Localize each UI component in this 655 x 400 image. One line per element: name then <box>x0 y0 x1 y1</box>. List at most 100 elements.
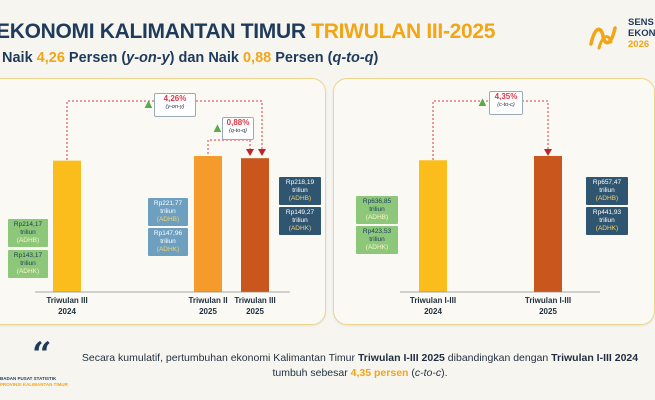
bar-triwulan-i-iii-2024 <box>419 160 447 292</box>
subtitle-yoy-term: y-on-y <box>126 50 170 66</box>
adhk-amount: Rp147,96 <box>153 230 183 237</box>
qtq-connector <box>207 139 251 162</box>
adhk-amount: Rp149,27 <box>285 209 315 216</box>
adhb-label-triwulan-iii-2025: Rp218,19 triliun (ADHB) <box>279 177 321 205</box>
axis-label-triwulan-iii-2024: Triwulan III 2024 <box>32 295 102 317</box>
adhk-tag: (ADHK) <box>16 268 40 275</box>
note-text: ). <box>441 367 448 379</box>
adhb-unit: triliun <box>599 187 615 194</box>
qtq-up-arrow-icon: ▲ <box>211 120 224 135</box>
page-subtitle: Naik 4,26 Persen (y-on-y) dan Naik 0,88 … <box>2 50 378 66</box>
qtq-growth-badge: 0,88% (q-to-q) <box>222 117 254 140</box>
adhb-tag: (ADHB) <box>16 237 40 244</box>
axis-label-line1: Triwulan II <box>188 296 228 305</box>
subtitle-text: Persen ( <box>271 50 333 66</box>
adhk-tag: (ADHK) <box>288 225 312 232</box>
axis-label-triwulan-ii-2025: Triwulan II 2025 <box>173 295 243 317</box>
adhb-amount: Rp636,85 <box>362 198 392 205</box>
bar-triwulan-i-iii-2025 <box>534 156 562 292</box>
adhk-label-triwulan-i-iii-2025: Rp441,93 triliun (ADHK) <box>586 207 628 235</box>
adhb-unit: triliun <box>292 187 308 194</box>
axis-label-line2: 2024 <box>58 307 76 316</box>
adhb-amount: Rp657,47 <box>592 179 622 186</box>
axis-label-line2: 2025 <box>246 307 264 316</box>
title-main: EKONOMI KALIMANTAN TIMUR <box>0 20 312 43</box>
subtitle-text: Persen ( <box>64 50 127 66</box>
axis-label-triwulan-iii-2025: Triwulan III 2025 <box>226 295 284 317</box>
adhb-unit: triliun <box>160 208 176 215</box>
yoy-arrow-head <box>258 149 266 156</box>
note-bold: Triwulan I-III 2025 <box>357 352 445 364</box>
adhb-unit: triliun <box>20 229 36 236</box>
adhb-label-triwulan-ii-2025: Rp221,77 triliun (ADHB) <box>148 198 188 226</box>
axis-label-line1: Triwulan I-III <box>524 296 572 305</box>
axis-label-line2: 2024 <box>424 307 442 316</box>
qtq-growth-value: 0,88% <box>226 118 250 127</box>
axis-label-line2: 2025 <box>539 307 557 316</box>
adhk-tag: (ADHK) <box>156 246 180 253</box>
adhk-unit: triliun <box>369 236 385 243</box>
ctc-up-arrow-icon: ▲ <box>476 94 489 109</box>
adhk-amount: Rp441,93 <box>592 209 622 216</box>
adhk-tag: (ADHK) <box>365 244 389 251</box>
ctc-growth-value: 4,35% <box>494 92 518 101</box>
adhb-tag: (ADHB) <box>156 216 180 223</box>
bar-triwulan-ii-2025 <box>194 156 222 292</box>
yoy-growth-value: 4,26% <box>163 94 187 103</box>
yoy-up-arrow-icon: ▲ <box>142 96 155 111</box>
ctc-arrow-head <box>544 149 552 156</box>
footer-org: BADAN PUSAT STATISTIK PROVINSI KALIMANTA… <box>0 376 68 388</box>
adhk-unit: triliun <box>20 260 36 267</box>
axis-label-triwulan-i-iii-2025: Triwulan I-III 2025 <box>511 295 585 317</box>
axis-label-line1: Triwulan III <box>234 296 276 305</box>
quote-icon: “ <box>32 335 52 375</box>
page-title: EKONOMI KALIMANTAN TIMUR TRIWULAN III-20… <box>0 20 495 44</box>
adhk-label-triwulan-iii-2025: Rp149,27 triliun (ADHK) <box>279 207 321 235</box>
adhk-unit: triliun <box>160 238 176 245</box>
adhb-tag: (ADHB) <box>365 214 389 221</box>
adhk-unit: triliun <box>292 217 308 224</box>
subtitle-text: ) <box>373 50 379 66</box>
adhk-unit: triliun <box>599 217 615 224</box>
subtitle-qtq-value: 0,88 <box>242 50 272 66</box>
subtitle-qtq-term: q-to-q <box>332 50 374 66</box>
axis-label-line2: 2025 <box>199 307 217 316</box>
adhb-amount: Rp218,19 <box>285 179 315 186</box>
yoy-growth-badge: 4,26% (y-on-y) <box>154 93 196 117</box>
axis-label-line1: Triwulan III <box>46 296 88 305</box>
subtitle-text: Naik <box>2 50 37 66</box>
axis-label-line1: Triwulan I-III <box>409 296 457 305</box>
subtitle-yoy-value: 4,26 <box>36 50 65 66</box>
axis-label-triwulan-i-iii-2024: Triwulan I-III 2024 <box>396 295 470 317</box>
adhk-label-triwulan-i-iii-2024: Rp423,53 triliun (ADHK) <box>356 226 398 254</box>
yoy-growth-term: (y-on-y) <box>165 104 185 110</box>
summary-note: Secara kumulatif, pertumbuhan ekonomi Ka… <box>80 351 640 381</box>
ctc-growth-badge: 4,35% (c-to-c) <box>489 91 523 115</box>
qtq-growth-term: (q-to-q) <box>228 128 248 134</box>
adhk-amount: Rp423,53 <box>362 228 392 235</box>
logo-line1: SENS <box>628 17 654 28</box>
footer-line1: BADAN PUSAT STATISTIK <box>0 376 57 381</box>
bar-triwulan-iii-2025 <box>241 158 269 292</box>
adhb-amount: Rp221,77 <box>153 200 183 207</box>
adhb-tag: (ADHB) <box>288 195 312 202</box>
adhk-label-triwulan-iii-2024: Rp143,17 triliun (ADHK) <box>8 250 48 278</box>
bar-triwulan-iii-2024 <box>53 160 81 292</box>
logo-line2: EKONO <box>628 28 655 39</box>
note-text: dibandingkan dengan <box>444 352 552 364</box>
note-text: ( <box>408 367 415 379</box>
adhb-unit: triliun <box>369 206 385 213</box>
ctc-growth-term: (c-to-c) <box>497 102 515 108</box>
footer-line2: PROVINSI KALIMANTAN TIMUR <box>0 382 68 387</box>
note-accent: 4,35 persen <box>350 367 409 379</box>
title-accent: TRIWULAN III-2025 <box>311 20 496 43</box>
adhk-label-triwulan-ii-2025: Rp147,96 triliun (ADHK) <box>148 228 188 256</box>
adhb-amount: Rp214,17 <box>13 221 43 228</box>
qtq-arrow-head <box>246 149 254 156</box>
adhk-amount: Rp143,17 <box>13 252 43 259</box>
note-text: tumbuh sebesar <box>272 367 351 379</box>
adhb-label-triwulan-i-iii-2024: Rp636,85 triliun (ADHB) <box>356 196 398 224</box>
subtitle-text: ) dan Naik <box>169 50 243 66</box>
adhk-tag: (ADHK) <box>595 225 619 232</box>
